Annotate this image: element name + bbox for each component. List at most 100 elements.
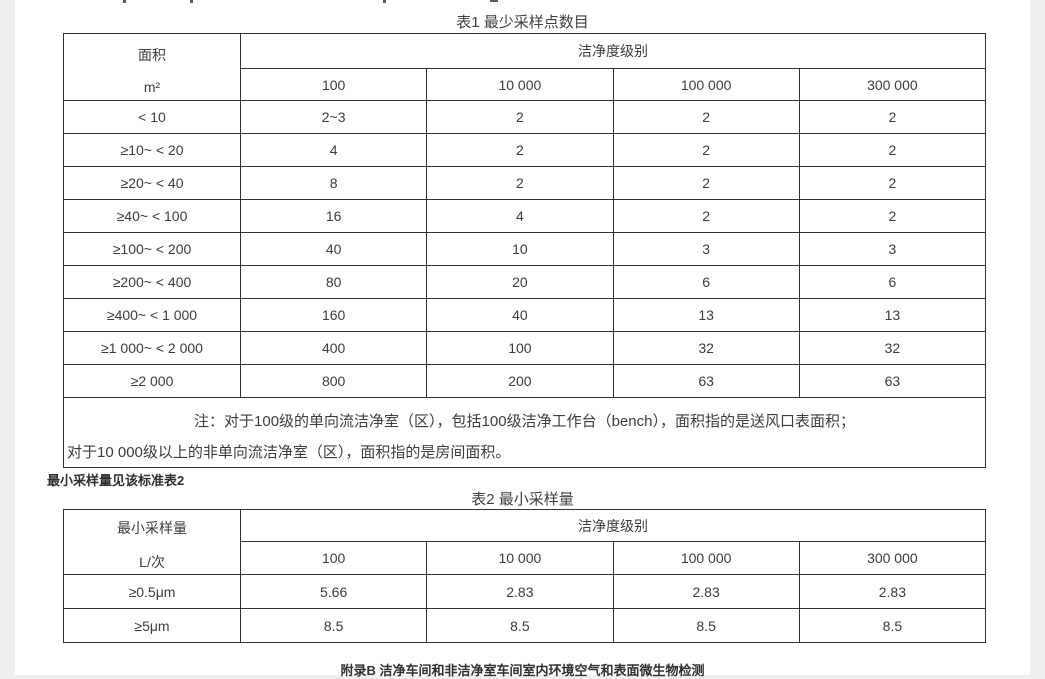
table-row: < 10 2~3 2 2 2 — [63, 100, 987, 134]
table-note-row: 注：对于100级的单向流洁净室（区），包括100级洁净工作台（bench），面积… — [63, 397, 986, 468]
area-unit-label: m² — [143, 79, 161, 95]
table-row: ≥400~ < 1 000 160 40 13 13 — [63, 298, 987, 332]
table-row: ≥0.5μm 5.66 2.83 2.83 2.83 — [63, 574, 987, 609]
value-cell: 5.66 — [239, 574, 428, 609]
class-header-cell: 300 000 — [798, 68, 987, 101]
table-header-row: 面积 m² 洁净度级别 — [63, 33, 986, 101]
table-row: ≥100~ < 200 40 10 3 3 — [63, 232, 987, 266]
class-header-cell: 300 000 — [798, 541, 987, 575]
value-cell: 8.5 — [798, 608, 987, 643]
value-cell: 2 — [612, 166, 800, 200]
volume-unit-label: L/次 — [139, 554, 165, 570]
table-row: ≥5μm 8.5 8.5 8.5 8.5 — [63, 608, 987, 643]
area-cell: ≥400~ < 1 000 — [63, 298, 241, 332]
value-cell: 2.83 — [426, 574, 614, 609]
value-cell: 32 — [798, 331, 987, 365]
value-cell: 63 — [612, 364, 800, 398]
value-cell: 13 — [612, 298, 800, 332]
class-header-cell: 10 000 — [426, 541, 614, 575]
value-cell: 2.83 — [798, 574, 987, 609]
value-cell: 2 — [426, 166, 614, 200]
value-cell: 63 — [798, 364, 987, 398]
value-cell: 2~3 — [239, 100, 428, 134]
value-cell: 2 — [612, 133, 800, 167]
cut-off-text-fragment — [490, 0, 498, 2]
area-cell: ≥2 000 — [63, 364, 241, 398]
value-cell: 40 — [426, 298, 614, 332]
table-header-row: 100 10 000 100 000 300 000 — [64, 541, 987, 575]
value-cell: 20 — [426, 265, 614, 299]
area-cell: ≥20~ < 40 — [63, 166, 241, 200]
value-cell: 3 — [612, 232, 800, 266]
value-cell: 10 — [426, 232, 614, 266]
class-header-cell: 100 — [239, 68, 428, 101]
table2-title: 表2 最小采样量 — [471, 491, 574, 508]
value-cell: 100 — [426, 331, 614, 365]
table2-min-sampling-volume: 最小采样量 L/次 洁净度级别 100 10 000 100 000 300 0… — [63, 509, 987, 643]
area-cell: ≥10~ < 20 — [63, 133, 241, 167]
value-cell: 32 — [612, 331, 800, 365]
table-row: ≥200~ < 400 80 20 6 6 — [63, 265, 987, 299]
area-header-cell: 面积 m² — [63, 33, 241, 101]
particle-size-cell: ≥5μm — [63, 608, 241, 643]
value-cell: 2 — [798, 166, 987, 200]
table-row: ≥20~ < 40 8 2 2 2 — [63, 166, 987, 200]
volume-header-label: 最小采样量 — [117, 520, 187, 536]
area-cell: ≥40~ < 100 — [63, 199, 241, 233]
class-header-cell: 100 000 — [612, 541, 800, 575]
area-cell: < 10 — [63, 100, 241, 134]
table-row: ≥2 000 800 200 63 63 — [63, 364, 987, 398]
value-cell: 13 — [798, 298, 987, 332]
area-cell: ≥100~ < 200 — [63, 232, 241, 266]
cut-off-text-fragment — [383, 0, 386, 3]
value-cell: 2.83 — [612, 574, 800, 609]
table-header-row: 最小采样量 L/次 洁净度级别 — [63, 509, 986, 575]
value-cell: 400 — [239, 331, 428, 365]
value-cell: 6 — [612, 265, 800, 299]
value-cell: 160 — [239, 298, 428, 332]
value-cell: 2 — [426, 133, 614, 167]
value-cell: 4 — [426, 199, 614, 233]
table1-note-cell: 注：对于100级的单向流洁净室（区），包括100级洁净工作台（bench），面积… — [63, 397, 986, 468]
value-cell: 200 — [426, 364, 614, 398]
area-cell: ≥1 000~ < 2 000 — [63, 331, 241, 365]
volume-header-cell: 最小采样量 L/次 — [63, 509, 241, 575]
value-cell: 2 — [798, 100, 987, 134]
value-cell: 3 — [798, 232, 987, 266]
value-cell: 16 — [239, 199, 428, 233]
value-cell: 4 — [239, 133, 428, 167]
cut-off-text-fragment — [123, 0, 126, 3]
value-cell: 2 — [426, 100, 614, 134]
appendix-b-heading: 附录B 洁净车间和非洁净室车间室内环境空气和表面微生物检测 — [340, 663, 705, 678]
value-cell: 40 — [239, 232, 428, 266]
area-cell: ≥200~ < 400 — [63, 265, 241, 299]
table-row: ≥1 000~ < 2 000 400 100 32 32 — [63, 331, 987, 365]
value-cell: 80 — [239, 265, 428, 299]
area-header-label: 面积 — [138, 47, 166, 63]
table-row: ≥10~ < 20 4 2 2 2 — [63, 133, 987, 167]
see-table2-text: 最小采样量见该标准表2 — [47, 473, 185, 488]
value-cell: 6 — [798, 265, 987, 299]
table-row: ≥40~ < 100 16 4 2 2 — [63, 199, 987, 233]
value-cell: 2 — [798, 199, 987, 233]
note-line-1: 注：对于100级的单向流洁净室（区），包括100级洁净工作台（bench），面积… — [194, 412, 855, 430]
cut-off-text-fragment — [190, 0, 193, 3]
cleanliness-group-header: 洁净度级别 — [240, 33, 986, 69]
table-header-row: 100 10 000 100 000 300 000 — [64, 68, 987, 101]
value-cell: 8.5 — [426, 608, 614, 643]
class-header-cell: 10 000 — [426, 68, 614, 101]
table1-min-sampling-points: 面积 m² 洁净度级别 100 10 000 100 000 300 000 <… — [63, 33, 987, 468]
cleanliness-group-header: 洁净度级别 — [240, 509, 986, 542]
value-cell: 2 — [612, 100, 800, 134]
value-cell: 8 — [239, 166, 428, 200]
value-cell: 2 — [798, 133, 987, 167]
value-cell: 8.5 — [239, 608, 428, 643]
value-cell: 2 — [612, 199, 800, 233]
table1-title: 表1 最少采样点数目 — [456, 14, 589, 31]
document-page: 表1 最少采样点数目 面积 m² 洁净度级别 100 10 000 100 00… — [15, 0, 1030, 678]
class-header-cell: 100 — [239, 541, 428, 575]
particle-size-cell: ≥0.5μm — [63, 574, 241, 609]
note-line-2: 对于10 000级以上的非单向流洁净室（区），面积指的是房间面积。 — [67, 443, 511, 461]
value-cell: 800 — [239, 364, 428, 398]
value-cell: 8.5 — [612, 608, 800, 643]
